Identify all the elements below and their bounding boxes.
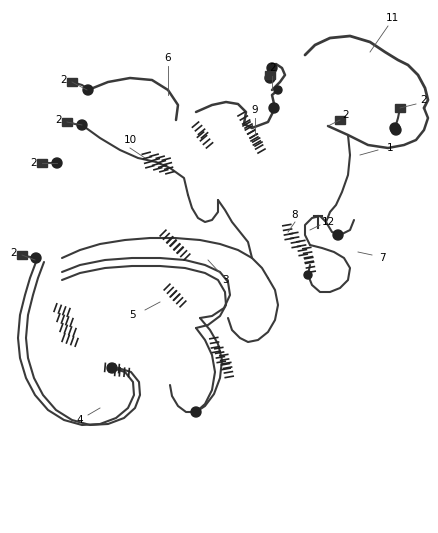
FancyBboxPatch shape xyxy=(37,159,47,167)
Text: 12: 12 xyxy=(321,217,335,227)
Circle shape xyxy=(333,230,343,240)
Text: 2: 2 xyxy=(270,63,276,73)
Text: 11: 11 xyxy=(385,13,399,23)
FancyBboxPatch shape xyxy=(17,251,27,259)
Text: 9: 9 xyxy=(252,105,258,115)
FancyBboxPatch shape xyxy=(395,104,405,112)
Text: 2: 2 xyxy=(56,115,62,125)
Circle shape xyxy=(107,363,117,373)
Text: 3: 3 xyxy=(222,275,228,285)
Circle shape xyxy=(191,407,201,417)
Circle shape xyxy=(269,103,279,113)
Circle shape xyxy=(391,125,401,135)
Text: 2: 2 xyxy=(420,95,427,105)
Text: 5: 5 xyxy=(129,310,135,320)
Circle shape xyxy=(52,158,62,168)
Text: 7: 7 xyxy=(379,253,385,263)
Circle shape xyxy=(274,86,282,94)
Text: 10: 10 xyxy=(124,135,137,145)
FancyBboxPatch shape xyxy=(335,116,345,124)
Text: 1: 1 xyxy=(387,143,393,153)
Circle shape xyxy=(265,73,275,83)
Circle shape xyxy=(304,271,312,279)
FancyBboxPatch shape xyxy=(67,78,77,86)
FancyBboxPatch shape xyxy=(265,71,275,79)
Circle shape xyxy=(267,63,277,73)
Circle shape xyxy=(83,85,93,95)
Circle shape xyxy=(77,120,87,130)
Text: 4: 4 xyxy=(77,415,83,425)
FancyBboxPatch shape xyxy=(62,118,72,126)
Circle shape xyxy=(31,253,41,263)
Text: 6: 6 xyxy=(165,53,171,63)
Text: 2: 2 xyxy=(31,158,37,168)
Text: 2: 2 xyxy=(11,248,18,258)
Text: 2: 2 xyxy=(61,75,67,85)
Circle shape xyxy=(390,123,400,133)
Text: 8: 8 xyxy=(292,210,298,220)
Text: 2: 2 xyxy=(343,110,350,120)
